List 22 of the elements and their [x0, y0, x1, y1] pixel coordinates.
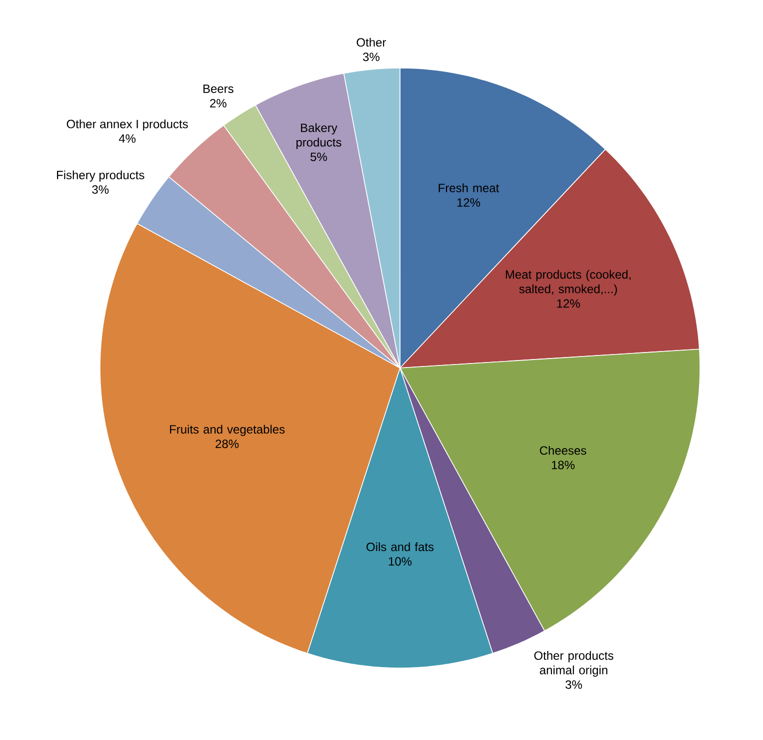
slice-label: Fishery products	[57, 170, 144, 182]
slice-label: Oils and fats	[366, 542, 434, 552]
slice-label: Other	[356, 38, 386, 47]
slice-label: Other products animal origin	[534, 651, 614, 677]
data-label: 3%	[566, 680, 582, 689]
slice-label: Fresh meat	[438, 183, 500, 192]
slice-label: Meat products (cooked, salted, smoked,...)	[506, 270, 631, 296]
data-label: 5%	[310, 152, 327, 162]
slice-label: Other annex I products	[66, 119, 188, 131]
data-label: 28%	[216, 440, 239, 448]
data-label: 12%	[557, 299, 580, 308]
data-label: 3%	[362, 52, 380, 62]
slice-label: Fruits and vegetables	[170, 424, 285, 436]
slice-label: Beers	[203, 84, 234, 93]
data-label: 3%	[92, 185, 109, 194]
data-label: 18%	[552, 460, 575, 470]
data-label: 4%	[118, 134, 136, 143]
slice-label: Bakery products	[296, 123, 342, 149]
data-label: 12%	[457, 198, 480, 207]
data-label: 2%	[210, 98, 226, 108]
slice-label: Cheeses	[540, 446, 586, 455]
data-label: 10%	[388, 557, 412, 566]
